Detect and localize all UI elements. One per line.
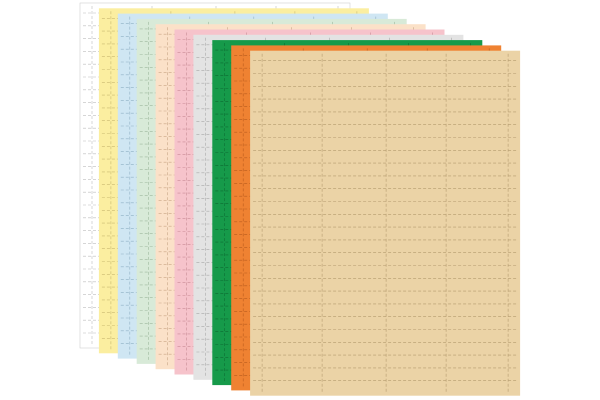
label-sheet (250, 50, 521, 396)
sheet-paper (250, 50, 521, 396)
